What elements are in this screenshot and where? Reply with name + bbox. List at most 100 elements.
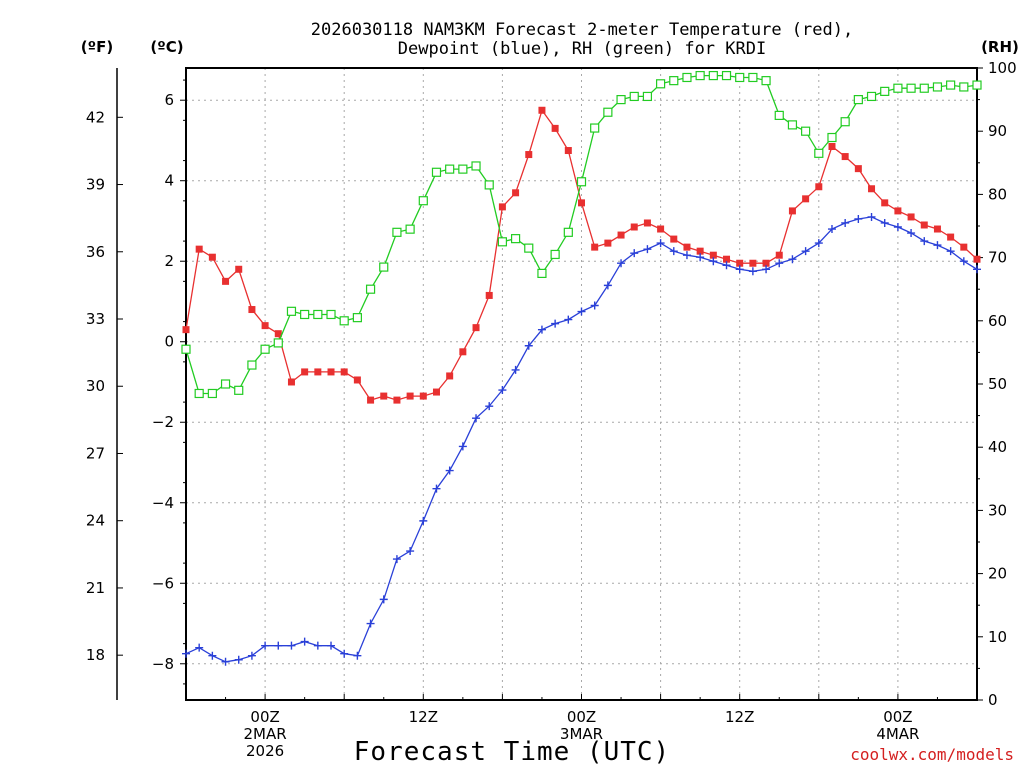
rh-point — [603, 107, 613, 117]
dew-point — [300, 637, 309, 646]
dew-point — [933, 241, 942, 250]
series-rh — [181, 70, 982, 399]
rh-point — [801, 126, 811, 136]
dew-point — [590, 301, 599, 310]
dew-point — [696, 253, 705, 262]
temp-point — [182, 326, 190, 334]
dew-point — [511, 365, 520, 374]
dew-point — [577, 307, 586, 316]
temp-point — [815, 183, 823, 191]
temp-point — [446, 372, 454, 380]
axes: −8−6−4−202461821242730333639420102030405… — [86, 59, 1017, 760]
rh-tick-label: 20 — [988, 565, 1007, 583]
rh-point — [458, 164, 468, 174]
rh-tick-label: 70 — [988, 249, 1007, 267]
f-tick-label: 33 — [86, 310, 105, 328]
rh-point — [300, 309, 310, 320]
x-axis-label: Forecast Time (UTC) — [354, 737, 670, 767]
rh-point — [590, 123, 600, 133]
temp-point — [657, 225, 665, 233]
temp-point — [604, 239, 612, 247]
temp-point — [261, 322, 269, 330]
dew-point — [788, 255, 797, 264]
dew-point — [564, 315, 573, 324]
rh-point — [827, 132, 837, 143]
dew-point — [182, 649, 190, 658]
rh-point — [919, 83, 929, 93]
temp-point — [367, 396, 375, 404]
temp-point — [512, 189, 520, 197]
rh-point — [207, 388, 217, 399]
grid-lines — [186, 68, 977, 700]
dew-point — [735, 265, 744, 274]
dew-point — [669, 247, 678, 256]
temp-point — [578, 199, 585, 207]
dew-point — [814, 239, 823, 248]
rh-point — [616, 94, 626, 105]
dew-point — [419, 516, 428, 525]
fahrenheit-unit-label: (ºF) — [81, 38, 113, 56]
temp-point — [723, 255, 731, 263]
x-tick-label: 12Z — [409, 708, 438, 726]
rh-point — [959, 82, 969, 92]
rh-point — [379, 262, 389, 272]
temp-point — [788, 207, 796, 215]
temp-point — [828, 142, 836, 150]
temp-point — [960, 243, 968, 251]
temp-point — [683, 243, 691, 251]
temp-point — [459, 348, 467, 356]
temp-point — [749, 259, 757, 267]
temp-point — [933, 225, 941, 233]
f-tick-label: 42 — [86, 108, 105, 126]
rh-point — [339, 316, 349, 326]
rh-tick-label: 0 — [988, 691, 998, 709]
temp-point — [287, 378, 295, 386]
dew-point — [195, 643, 204, 652]
dew-point — [946, 247, 955, 256]
dew-point — [775, 259, 784, 268]
c-tick-label: 0 — [164, 333, 174, 351]
dew-point — [340, 649, 349, 658]
dew-point — [537, 325, 546, 334]
dew-point — [617, 259, 626, 268]
rh-point — [392, 227, 402, 237]
rh-point — [550, 249, 560, 260]
temp-point — [868, 185, 876, 193]
f-tick-label: 18 — [86, 646, 105, 664]
dew-point — [261, 641, 270, 650]
temp-point — [340, 368, 348, 376]
dew-point — [656, 239, 665, 248]
temp-point — [762, 259, 770, 267]
rh-point — [774, 110, 784, 121]
rh-point — [655, 79, 666, 89]
rh-point — [524, 243, 534, 253]
temp-point — [854, 165, 862, 173]
x-tick-label: 3MAR — [560, 725, 603, 743]
dew-point — [709, 257, 718, 266]
dew-point — [366, 619, 375, 628]
dew-point — [392, 555, 401, 564]
rh-tick-label: 50 — [988, 375, 1007, 393]
c-tick-label: −2 — [152, 413, 174, 431]
series-temp — [182, 106, 981, 404]
c-tick-label: 2 — [164, 252, 174, 270]
temp-point — [591, 243, 599, 251]
chart-title-line2: Dewpoint (blue), RH (green) for KRDI — [398, 39, 766, 59]
rh-point — [181, 344, 191, 354]
temp-point — [894, 207, 902, 215]
dew-point — [907, 229, 916, 238]
plot-frame — [185, 67, 978, 701]
temp-point — [630, 223, 638, 231]
temp-point — [841, 153, 849, 161]
temp-point — [419, 392, 427, 400]
rh-point — [497, 237, 507, 247]
dew-point — [498, 386, 507, 395]
dew-point — [353, 651, 362, 660]
rh-point — [326, 309, 336, 320]
dew-point — [880, 218, 889, 227]
x-tick-label: 00Z — [250, 708, 279, 726]
rh-point — [669, 76, 679, 86]
rh-point — [445, 164, 455, 174]
dew-point — [208, 651, 217, 660]
x-tick-label: 2MAR — [244, 725, 287, 743]
